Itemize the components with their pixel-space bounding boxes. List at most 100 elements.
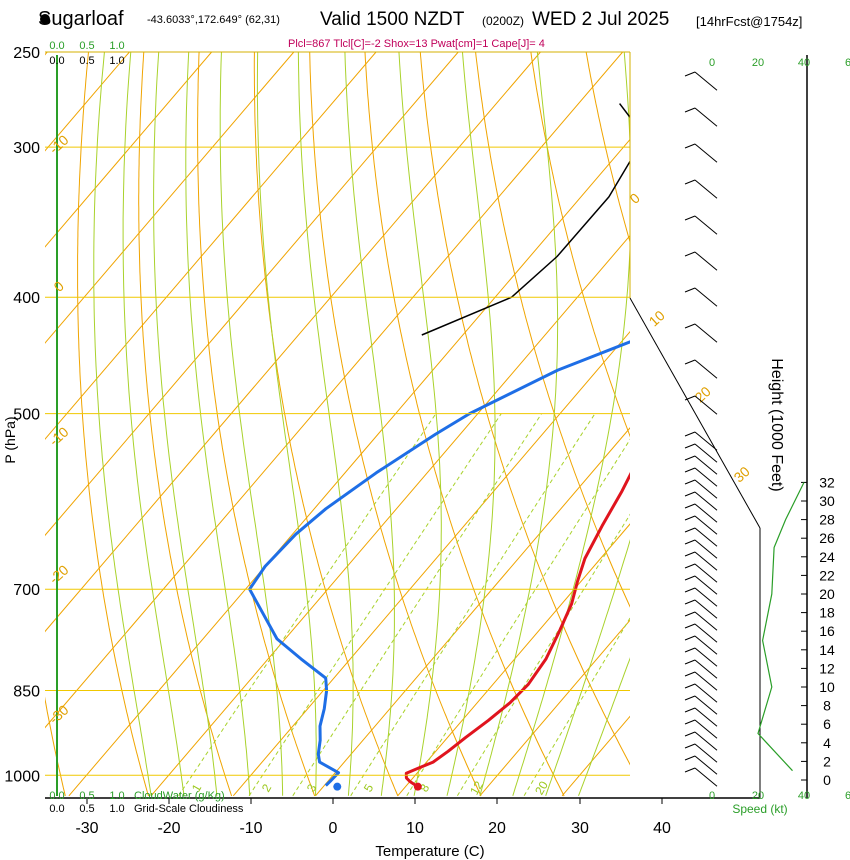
dry-adiabat [309, 52, 482, 797]
moist-adiabat [512, 52, 630, 796]
isotherm [232, 331, 630, 797]
wind-barb-flag [684, 71, 696, 77]
wind-barb-flag [684, 551, 696, 557]
wind-barb-flag [684, 395, 696, 401]
moist-adiabat [479, 52, 559, 796]
wind-barb [694, 659, 718, 679]
wind-barb [694, 683, 718, 703]
height-tick-label: 26 [819, 530, 835, 546]
dry-adiabat [197, 52, 316, 797]
cloudwater-tick-bottom: 0.0 [49, 790, 64, 802]
dry-adiabat [364, 52, 565, 797]
wind-barb [694, 515, 718, 535]
wind-barb-flag [684, 479, 696, 485]
wind-barb [694, 359, 718, 379]
height-tick-label: 4 [823, 735, 831, 751]
isotherm-label: 0 [50, 278, 67, 295]
wind-barb [694, 539, 718, 559]
wind-barb-flag [684, 707, 696, 713]
height-tick-label: 10 [819, 679, 835, 695]
mixing-ratio-line [456, 513, 630, 797]
moist-adiabat [297, 52, 354, 796]
cloudwater-tick-top: 0.0 [49, 40, 64, 52]
x-tick-label: 20 [488, 820, 506, 837]
wind-barb [694, 647, 718, 667]
speed-tick-top: 6 [845, 57, 850, 69]
isotherm [45, 52, 377, 440]
speed-tick-bottom: 20 [752, 790, 764, 802]
wind-barb-flag [684, 251, 696, 257]
cloudwater-tick-top: 1.0 [109, 40, 124, 52]
wind-barb [694, 611, 718, 631]
wind-barb [694, 443, 718, 463]
moist-adiabat [256, 52, 317, 796]
station-name: Sugarloaf [38, 8, 124, 30]
wind-barb-flag [684, 431, 696, 437]
pressure-label: 850 [13, 684, 40, 701]
dry-adiabat [475, 52, 630, 608]
isotherm [397, 523, 630, 797]
mixing-ratio-label: 12 [467, 778, 486, 797]
height-tick-label: 12 [819, 660, 835, 676]
mixing-ratio-line [178, 413, 437, 797]
wind-barb-flag [684, 443, 696, 449]
wind-speed-curve [757, 482, 805, 772]
wind-barb [694, 143, 718, 163]
mixing-ratio-label: 3 [304, 781, 320, 794]
wind-barb [694, 575, 718, 595]
wind-barb [694, 719, 718, 739]
wind-barb-flag [684, 743, 696, 749]
wind-barb-flag [684, 635, 696, 641]
y-axis-label: P (hPa) [2, 416, 18, 463]
surface-dewpoint [333, 782, 342, 791]
wind-barb-flag [684, 287, 696, 293]
wind-panel-diagonal [629, 297, 761, 529]
wind-barb-flag [684, 587, 696, 593]
wind-barb-flag [684, 503, 696, 509]
speed-tick-bottom: 6 [845, 790, 850, 802]
isotherm [45, 52, 541, 633]
wind-barb-flag [684, 611, 696, 617]
wind-barb-flag [684, 671, 696, 677]
wind-barb [694, 671, 718, 691]
cloudiness-tick-bottom: 0.0 [49, 803, 64, 815]
mixing-ratio-label: 20 [532, 778, 551, 797]
isotherm-label: -20 [46, 561, 72, 587]
height-tick-label: 22 [819, 567, 835, 583]
speed-tick-bottom: 40 [798, 790, 810, 802]
wind-barb [694, 455, 718, 475]
wind-barb-flag [684, 143, 696, 149]
speed-tick-top: 0 [709, 57, 715, 69]
wind-barb-flag [684, 731, 696, 737]
wind-barb [694, 431, 718, 451]
x-tick-label: -20 [157, 820, 180, 837]
pressure-label: 500 [13, 407, 40, 424]
station-dot-icon [40, 14, 50, 24]
wind-barb [694, 287, 718, 307]
x-axis-label: Temperature (C) [375, 843, 484, 860]
wind-barb-flag [684, 623, 696, 629]
wind-barb-flag [684, 215, 696, 221]
wind-barb-flag [684, 179, 696, 185]
moist-adiabat [578, 657, 630, 796]
wind-barb-flag [684, 527, 696, 533]
wind-barb-flag [684, 683, 696, 689]
wind-barb-flag [684, 455, 696, 461]
valid-time: Valid 1500 NZDT [320, 9, 465, 30]
wind-barb-flag [684, 659, 696, 665]
wind-barb [694, 563, 718, 583]
wind-barb [694, 707, 718, 727]
pressure-label: 250 [13, 45, 40, 62]
wind-barb-flag [684, 563, 696, 569]
isotherm [479, 619, 630, 797]
moist-adiabat [185, 52, 251, 796]
height-tick-label: 0 [823, 772, 831, 788]
height-tick-label: 8 [823, 698, 831, 714]
wind-barb-flag [684, 467, 696, 473]
mixing-ratio-line [350, 413, 596, 797]
dry-adiabat [253, 52, 399, 797]
x-tick-label: 0 [329, 820, 338, 837]
speed-tick-bottom: 0 [709, 790, 715, 802]
isotherm [68, 138, 630, 797]
station-coords: -43.6033°,172.649° (62,31) [147, 14, 280, 26]
